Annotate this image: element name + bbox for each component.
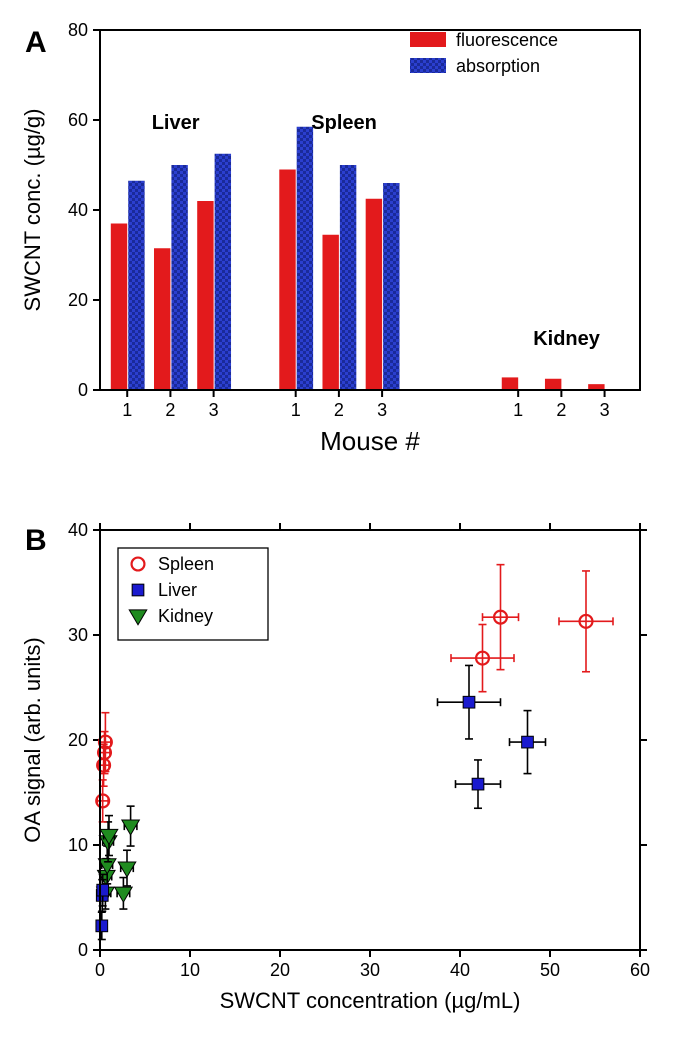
panel-b-xtick: 10 [180, 960, 200, 980]
panel-b-ytick: 40 [68, 520, 88, 540]
bar-absorption [171, 165, 187, 390]
panel-a-xtick: 2 [165, 400, 175, 420]
panel-a-ytick: 20 [68, 290, 88, 310]
panel-b-label: B [25, 524, 47, 557]
bar-absorption [340, 165, 356, 390]
legend-label: Spleen [158, 554, 214, 574]
scatter-point [97, 884, 109, 896]
bar-fluorescence [154, 248, 170, 390]
panel-b-xtick: 20 [270, 960, 290, 980]
bar-fluorescence [111, 224, 127, 391]
legend-swatch [410, 32, 446, 47]
bar-fluorescence [545, 379, 561, 390]
panel-a-xlabel: Mouse # [320, 426, 420, 456]
panel-a-xtick: 1 [122, 400, 132, 420]
panel-b-xlabel: SWCNT concentration (µg/mL) [220, 988, 521, 1013]
panel-b-xtick: 60 [630, 960, 650, 980]
panel-a-xtick: 3 [209, 400, 219, 420]
bar-absorption [215, 154, 231, 390]
panel-b-ytick: 20 [68, 730, 88, 750]
panel-b-xtick: 0 [95, 960, 105, 980]
bar-absorption [297, 127, 313, 390]
panel-a-ytick: 60 [68, 110, 88, 130]
legend-label: absorption [456, 56, 540, 76]
panel-a-ylabel: SWCNT conc. (µg/g) [20, 109, 45, 312]
panel-b-ylabel: OA signal (arb. units) [20, 637, 45, 842]
panel-a-ytick: 0 [78, 380, 88, 400]
scatter-point [463, 696, 475, 708]
panel-a-ytick: 80 [68, 20, 88, 40]
panel-a-xtick: 2 [556, 400, 566, 420]
panel-a-group-title: Liver [152, 112, 200, 134]
panel-b-ytick: 10 [68, 835, 88, 855]
panel-a-xtick: 3 [377, 400, 387, 420]
panel-b-xtick: 30 [360, 960, 380, 980]
bar-absorption [128, 181, 144, 390]
scatter-point [96, 920, 108, 932]
panel-a-label: A [25, 26, 47, 59]
panel-a-ytick: 40 [68, 200, 88, 220]
panel-a-group-title: Kidney [533, 328, 601, 350]
legend-label: fluorescence [456, 30, 558, 50]
legend-label: Liver [158, 580, 197, 600]
bar-absorption [383, 183, 399, 390]
scatter-point [472, 778, 484, 790]
panel-a-xtick: 2 [334, 400, 344, 420]
figure-root: A020406080SWCNT conc. (µg/g)Liver123Sple… [0, 0, 680, 1050]
legend-swatch [410, 58, 446, 73]
legend-label: Kidney [158, 606, 213, 626]
bar-fluorescence [197, 201, 213, 390]
panel-a-xtick: 3 [600, 400, 610, 420]
scatter-point [522, 736, 534, 748]
bar-fluorescence [322, 235, 338, 390]
panel-b-ytick: 0 [78, 940, 88, 960]
panel-a-xtick: 1 [513, 400, 523, 420]
legend-marker [132, 584, 144, 596]
panel-b-xtick: 50 [540, 960, 560, 980]
panel-a-group-title: Spleen [311, 112, 377, 134]
bar-fluorescence [502, 377, 518, 390]
panel-a-xtick: 1 [291, 400, 301, 420]
panel-b-xtick: 40 [450, 960, 470, 980]
panel-b-ytick: 30 [68, 625, 88, 645]
panel-a-svg: A 0 20 40 60 80 SWCNT conc. (µg/g) Liver 1 2 3 Sple… [0, 0, 680, 490]
bar-fluorescence [366, 199, 382, 390]
panel-b-svg: B 0 10 20 30 40 0 10 20 30 40 50 60 OA signal (arb. u… [0, 490, 680, 1050]
bar-fluorescence [279, 170, 295, 391]
